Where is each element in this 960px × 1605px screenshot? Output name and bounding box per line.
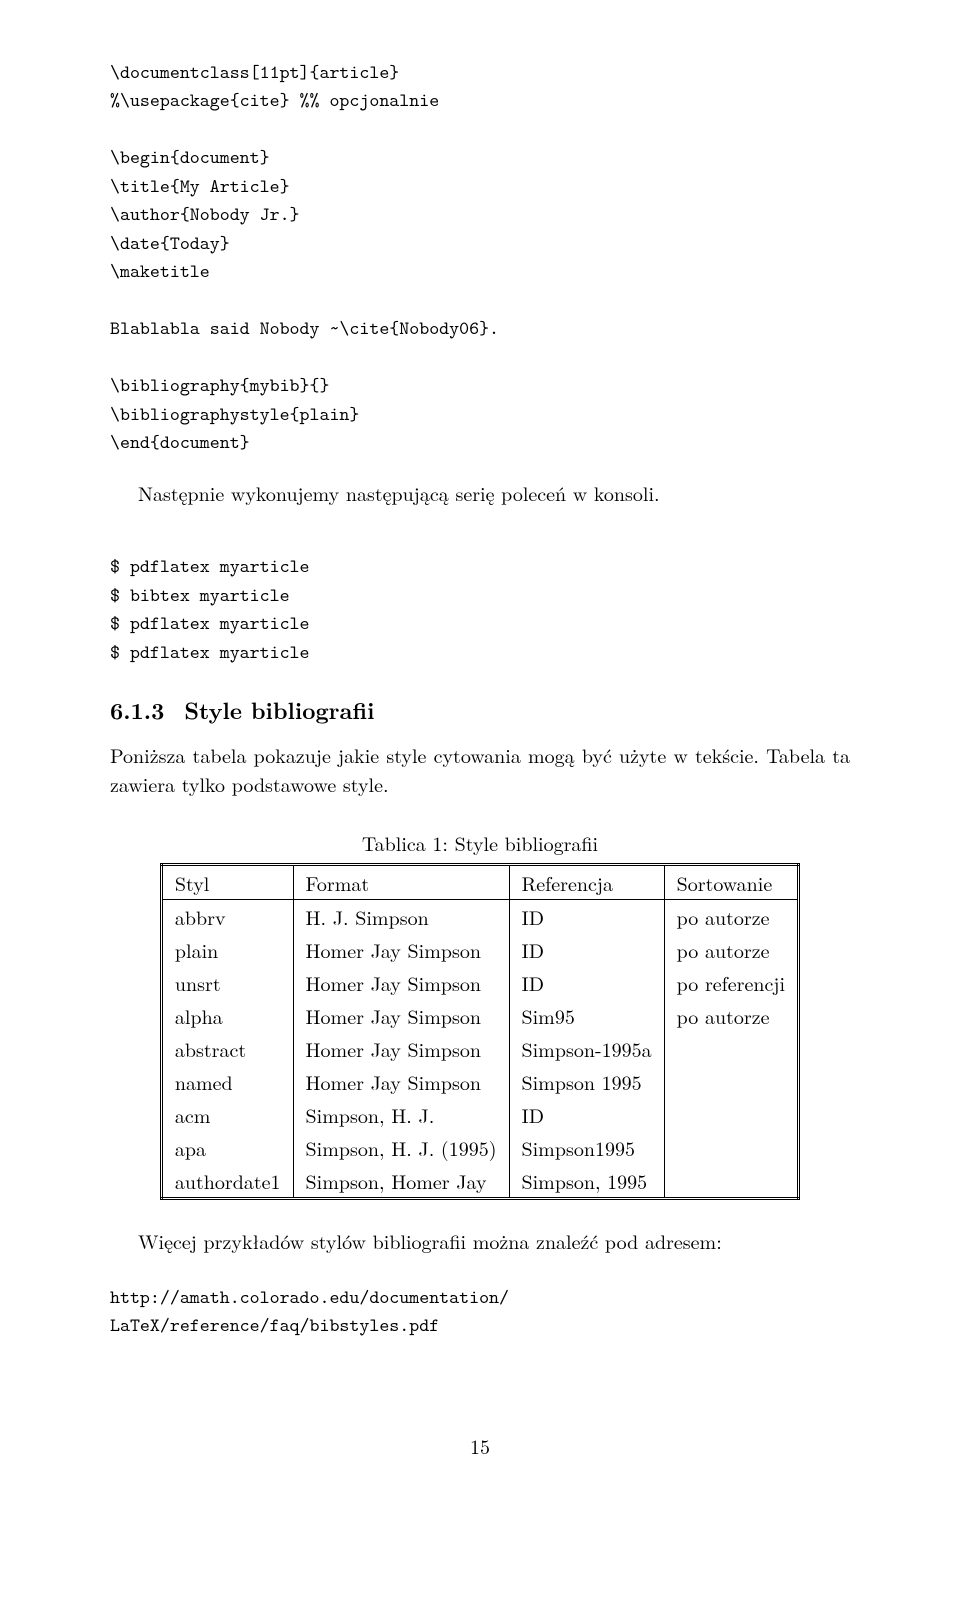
- table-cell: Simpson-1995a: [509, 1032, 664, 1065]
- table-cell: po autorze: [664, 999, 798, 1032]
- table-cell: [664, 1131, 798, 1164]
- table-cell: ID: [509, 933, 664, 966]
- table-cell: Simpson1995: [509, 1131, 664, 1164]
- table-cell: Simpson, Homer Jay: [293, 1164, 509, 1199]
- code-line: $ pdflatex myarticle: [110, 554, 310, 579]
- table-row: apa Simpson, H. J. (1995) Simpson1995: [161, 1131, 798, 1164]
- table-row: unsrt Homer Jay Simpson ID po referencji: [161, 966, 798, 999]
- url-line: LaTeX/reference/faq/bibstyles.pdf: [110, 1313, 439, 1338]
- table-cell: alpha: [161, 999, 293, 1032]
- paragraph: Następnie wykonujemy następującą serię p…: [110, 478, 850, 507]
- table-cell: Homer Jay Simpson: [293, 999, 509, 1032]
- url-link: http://amath.colorado.edu/documentation/…: [110, 1255, 850, 1341]
- table-cell: Homer Jay Simpson: [293, 966, 509, 999]
- table-cell: [664, 1164, 798, 1199]
- table-cell: Simpson, 1995: [509, 1164, 664, 1199]
- table-cell: [664, 1065, 798, 1098]
- table-cell: unsrt: [161, 966, 293, 999]
- table-row: acm Simpson, H. J. ID: [161, 1098, 798, 1131]
- code-line: \end{document}: [110, 430, 250, 455]
- table-cell: ID: [509, 1098, 664, 1131]
- code-line: $ pdflatex myarticle: [110, 640, 310, 665]
- latex-code-block: \documentclass[11pt]{article} %\usepacka…: [110, 30, 850, 458]
- table-cell: H. J. Simpson: [293, 900, 509, 934]
- code-line: \date{Today}: [110, 231, 230, 256]
- table-cell: po autorze: [664, 933, 798, 966]
- page-number: 15: [110, 1431, 850, 1460]
- table-cell: ID: [509, 900, 664, 934]
- bibliography-styles-table: Styl Format Referencja Sortowanie abbrv …: [160, 863, 800, 1200]
- code-line: \title{My Article}: [110, 174, 290, 199]
- table-caption: Tablica 1: Style bibliografii: [110, 828, 850, 857]
- table-cell: [664, 1098, 798, 1131]
- table-cell: Simpson, H. J.: [293, 1098, 509, 1131]
- table-cell: apa: [161, 1131, 293, 1164]
- document-page: \documentclass[11pt]{article} %\usepacka…: [0, 0, 960, 1520]
- table-cell: authordate1: [161, 1164, 293, 1199]
- table-row: authordate1 Simpson, Homer Jay Simpson, …: [161, 1164, 798, 1199]
- code-line: \maketitle: [110, 259, 210, 284]
- table-header: Referencja: [509, 865, 664, 900]
- code-line: %\usepackage{cite} %% opcjonalnie: [110, 88, 439, 113]
- section-title: Style bibliografii: [184, 693, 374, 726]
- table-header-row: Styl Format Referencja Sortowanie: [161, 865, 798, 900]
- table-cell: Homer Jay Simpson: [293, 933, 509, 966]
- table-cell: [664, 1032, 798, 1065]
- table-cell: Simpson 1995: [509, 1065, 664, 1098]
- table-cell: named: [161, 1065, 293, 1098]
- paragraph: Więcej przykładów stylów bibliografii mo…: [110, 1226, 850, 1255]
- table-row: abstract Homer Jay Simpson Simpson-1995a: [161, 1032, 798, 1065]
- table-cell: Simpson, H. J. (1995): [293, 1131, 509, 1164]
- table-row: named Homer Jay Simpson Simpson 1995: [161, 1065, 798, 1098]
- table-header: Format: [293, 865, 509, 900]
- table-header: Sortowanie: [664, 865, 798, 900]
- code-line: \bibliography{mybib}{}: [110, 373, 329, 398]
- table-cell: po autorze: [664, 900, 798, 934]
- code-line: $ bibtex myarticle: [110, 583, 290, 608]
- code-line: \begin{document}: [110, 145, 270, 170]
- table-cell: acm: [161, 1098, 293, 1131]
- table-row: abbrv H. J. Simpson ID po autorze: [161, 900, 798, 934]
- code-line: \author{Nobody Jr.}: [110, 202, 300, 227]
- table-cell: abbrv: [161, 900, 293, 934]
- table-header: Styl: [161, 865, 293, 900]
- shell-code-block: $ pdflatex myarticle $ bibtex myarticle …: [110, 525, 850, 668]
- table-cell: abstract: [161, 1032, 293, 1065]
- section-heading: 6.1.3 Style bibliografii: [110, 693, 850, 726]
- table-cell: ID: [509, 966, 664, 999]
- table-row: plain Homer Jay Simpson ID po autorze: [161, 933, 798, 966]
- table-cell: Sim95: [509, 999, 664, 1032]
- code-line: \bibliographystyle{plain}: [110, 402, 359, 427]
- table-row: alpha Homer Jay Simpson Sim95 po autorze: [161, 999, 798, 1032]
- table-cell: po referencji: [664, 966, 798, 999]
- table-cell: plain: [161, 933, 293, 966]
- paragraph: Poniższa tabela pokazuje jakie style cyt…: [110, 740, 850, 798]
- code-line: \documentclass[11pt]{article}: [110, 60, 399, 85]
- table-cell: Homer Jay Simpson: [293, 1032, 509, 1065]
- code-line: $ pdflatex myarticle: [110, 611, 310, 636]
- table-cell: Homer Jay Simpson: [293, 1065, 509, 1098]
- section-number: 6.1.3: [110, 693, 164, 726]
- code-line: Blablabla said Nobody ~\cite{Nobody06}.: [110, 316, 499, 341]
- url-line: http://amath.colorado.edu/documentation/: [110, 1285, 509, 1310]
